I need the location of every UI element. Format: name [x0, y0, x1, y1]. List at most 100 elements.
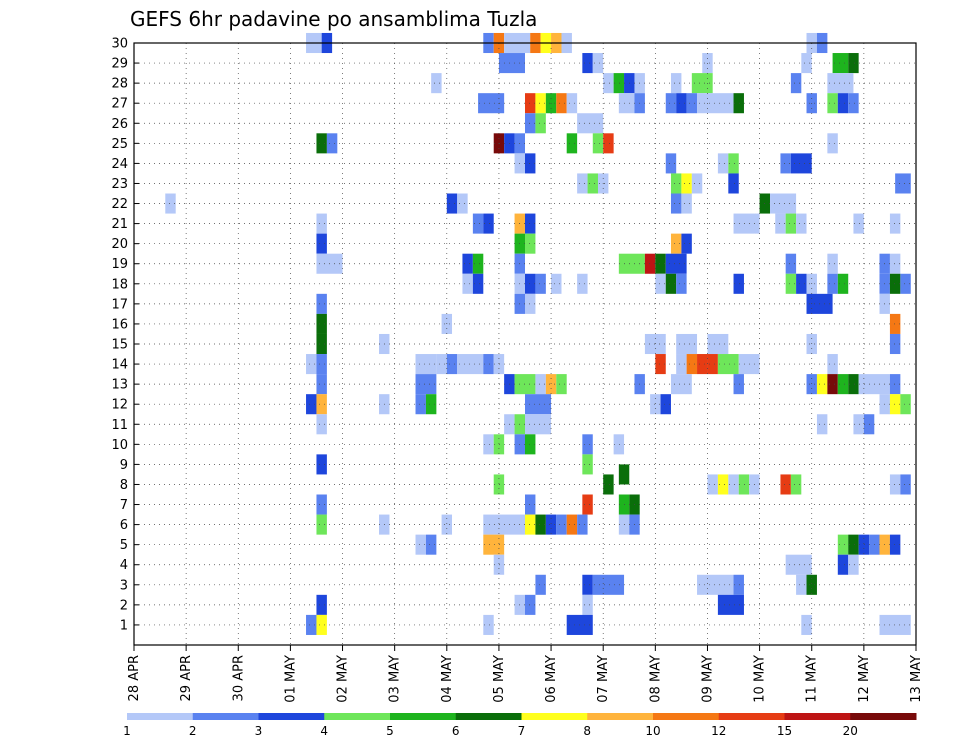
x-axis: 28 APR 29 APR 30 APR 01 MAY 02 MAY 03 MAY 04 M… [127, 645, 924, 703]
heatmap-cell [316, 133, 327, 154]
legend-swatch [850, 713, 917, 720]
heatmap-cell [436, 354, 447, 375]
heatmap-cell [306, 354, 317, 375]
x-tick-label: 08 MAY [648, 655, 663, 703]
heatmap-cell [545, 374, 557, 395]
heatmap-cell [889, 313, 901, 334]
heatmap-cell [582, 494, 593, 515]
heatmap-cell [316, 514, 327, 535]
y-tick-label: 24 [111, 157, 128, 172]
x-tick-label: 28 APR [127, 655, 142, 701]
heatmap-cell [316, 313, 327, 334]
heatmap-cell [665, 273, 677, 294]
y-tick-label: 12 [111, 398, 128, 413]
y-tick-label: 27 [111, 97, 128, 112]
heatmap-cell [493, 354, 505, 375]
y-tick-label: 4 [120, 558, 128, 573]
heatmap-cell [889, 213, 901, 234]
heatmap-cell [535, 574, 546, 595]
heatmap-cell [306, 394, 317, 415]
heatmap-cell [848, 374, 859, 395]
heatmap-cell [425, 394, 437, 415]
heatmap-cell [483, 434, 494, 455]
heatmap-cell [796, 273, 807, 294]
heatmap-cell [681, 173, 692, 194]
heatmap-cell [733, 213, 760, 234]
y-tick-label: 30 [111, 37, 128, 52]
heatmap-cell [535, 514, 546, 535]
x-tick-label: 10 MAY [753, 655, 768, 703]
heatmap-cell [785, 253, 797, 274]
heatmap-cell [462, 273, 473, 294]
heatmap-cell [415, 354, 437, 375]
heatmap-cell [577, 113, 604, 134]
heatmap-cell [837, 93, 849, 114]
heatmap-cell [670, 173, 682, 194]
heatmap-cell [816, 414, 828, 435]
heatmap-cell [316, 494, 327, 515]
y-tick-label: 2 [120, 598, 128, 613]
y-axis: 1234567891011121314151617181920212223242… [111, 37, 139, 633]
y-tick-label: 19 [111, 257, 128, 272]
heatmap-cell [535, 273, 546, 294]
heatmap-cell [577, 273, 588, 294]
heatmap-cell [848, 554, 859, 575]
heatmap-cell [478, 93, 505, 114]
grid-lines [134, 42, 916, 645]
heatmap-cell [603, 474, 614, 495]
y-tick-label: 7 [120, 498, 128, 513]
heatmap-cell [316, 333, 327, 355]
heatmap-cell [837, 534, 849, 555]
heatmap-cell [415, 534, 426, 555]
legend-swatch [127, 713, 194, 720]
heatmap-cell [848, 53, 859, 74]
heatmap-cell [316, 213, 327, 234]
heatmap-cell [535, 93, 546, 114]
heatmap-cell [525, 594, 536, 615]
heatmap-cell [717, 153, 729, 174]
heatmap-cell [525, 233, 536, 254]
heatmap-cell [780, 474, 791, 495]
heatmap-cell [832, 53, 849, 74]
heatmap-cell [493, 434, 505, 455]
heatmap-cell [796, 574, 807, 595]
heatmap-cell [525, 293, 536, 314]
heatmap-cell [827, 73, 854, 94]
y-tick-label: 13 [111, 378, 128, 393]
y-tick-label: 9 [120, 458, 128, 473]
y-tick-label: 10 [111, 438, 128, 453]
heatmap-cell [733, 574, 744, 595]
legend-label: 5 [386, 724, 394, 738]
heatmap-cell [457, 193, 468, 214]
heatmap-cell [493, 474, 505, 495]
heatmap-cell [545, 514, 557, 535]
heatmap-cell [717, 474, 729, 495]
heatmap-cell [431, 73, 442, 94]
heatmap-cell [697, 574, 734, 595]
x-tick-label: 05 MAY [492, 655, 507, 703]
heatmap-cell [525, 394, 552, 415]
heatmap-cell [535, 113, 546, 134]
heatmap-cell [728, 153, 739, 174]
heatmap-cell [441, 514, 453, 535]
x-tick-label: 02 MAY [336, 655, 351, 703]
heatmap-cell [316, 233, 327, 254]
x-tick-label: 29 APR [179, 655, 194, 701]
legend-label: 3 [255, 724, 263, 738]
legend-label: 7 [518, 724, 526, 738]
heatmap-cell [837, 374, 849, 395]
x-tick-label: 04 MAY [440, 655, 455, 703]
legend-swatch [324, 713, 391, 720]
heatmap-cell [462, 253, 473, 274]
heatmap-cell [525, 494, 536, 515]
heatmap-cell [582, 454, 593, 475]
heatmap-cell [889, 394, 901, 415]
heatmap-cell [525, 113, 536, 134]
y-tick-label: 16 [111, 317, 128, 332]
heatmap-cell [665, 253, 687, 274]
legend-swatch [784, 713, 851, 720]
y-tick-label: 3 [120, 578, 128, 593]
heatmap-cell [827, 374, 838, 395]
heatmap-cell [582, 434, 593, 455]
heatmap-cell [900, 394, 911, 415]
